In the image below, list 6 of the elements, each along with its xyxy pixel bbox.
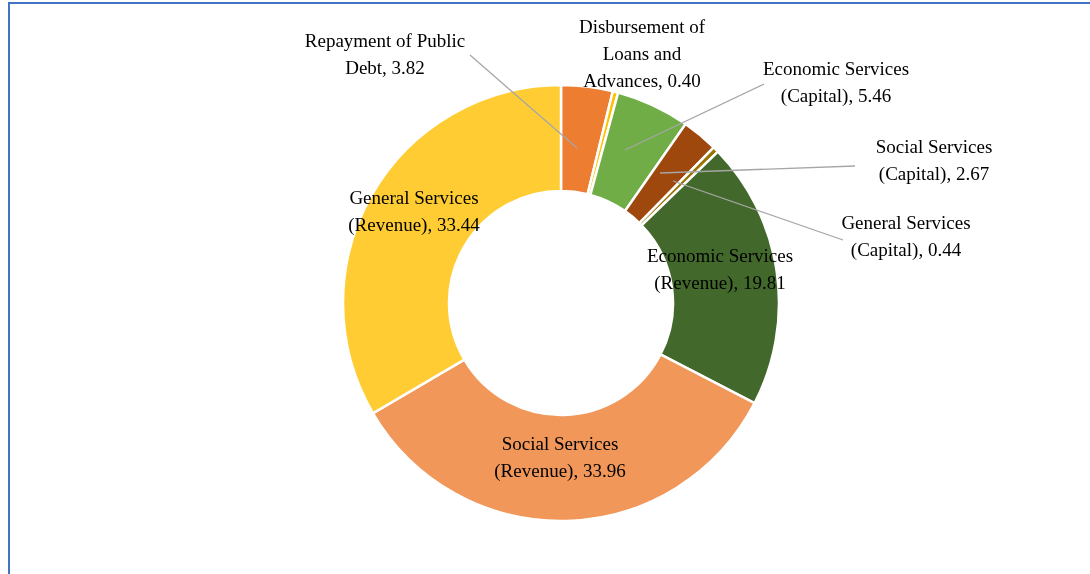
slice-label: Social Services (Revenue), 33.96 <box>494 433 626 482</box>
slice-label: General Services (Capital), 0.44 <box>841 212 971 261</box>
slice-label: Economic Services (Capital), 5.46 <box>762 58 910 107</box>
slice-label: Social Services (Capital), 2.67 <box>875 136 993 185</box>
slice-label: Repayment of Public Debt, 3.82 <box>304 30 466 78</box>
slice-label: Disbursement of Loans and Advances, 0.40 <box>578 16 706 91</box>
